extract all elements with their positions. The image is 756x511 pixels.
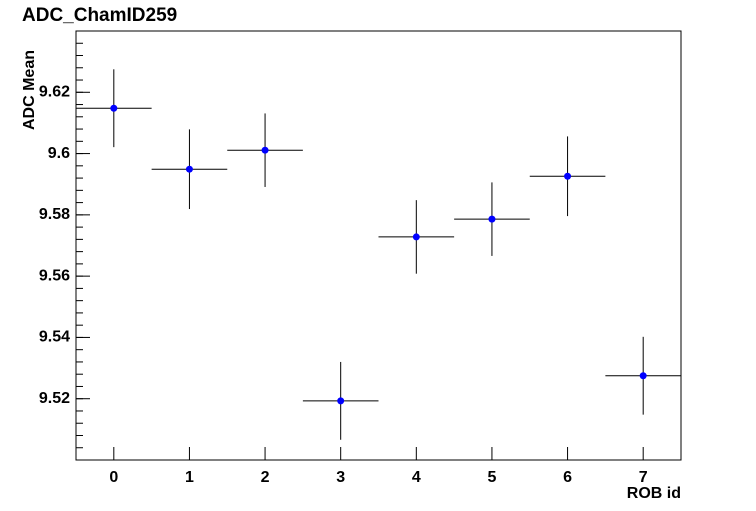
y-tick-label: 9.56 xyxy=(39,267,70,284)
data-point xyxy=(488,215,496,223)
data-point xyxy=(337,397,345,405)
x-tick-label: 1 xyxy=(185,469,194,486)
plot-frame xyxy=(75,30,682,461)
y-tick-label: 9.54 xyxy=(39,329,70,346)
x-tick-label: 0 xyxy=(109,469,118,486)
data-point xyxy=(261,146,269,154)
y-tick-label: 9.52 xyxy=(39,390,70,407)
data-point xyxy=(185,165,193,173)
data-point xyxy=(564,172,572,180)
x-tick-label: 2 xyxy=(261,469,270,486)
y-tick-label: 9.6 xyxy=(48,145,70,162)
data-point xyxy=(110,104,118,112)
x-tick-label: 4 xyxy=(412,469,421,486)
y-tick-label: 9.62 xyxy=(39,84,70,101)
x-tick-label: 5 xyxy=(487,469,496,486)
y-axis-title: ADC Mean xyxy=(21,50,38,130)
x-axis-title: ROB id xyxy=(627,485,681,502)
chart-title: ADC_ChamID259 xyxy=(22,5,177,26)
data-point xyxy=(412,233,420,241)
y-tick-label: 9.58 xyxy=(39,206,70,223)
data-point xyxy=(639,372,647,380)
x-tick-label: 7 xyxy=(639,469,648,486)
x-tick-label: 6 xyxy=(563,469,572,486)
x-tick-label: 3 xyxy=(336,469,345,486)
